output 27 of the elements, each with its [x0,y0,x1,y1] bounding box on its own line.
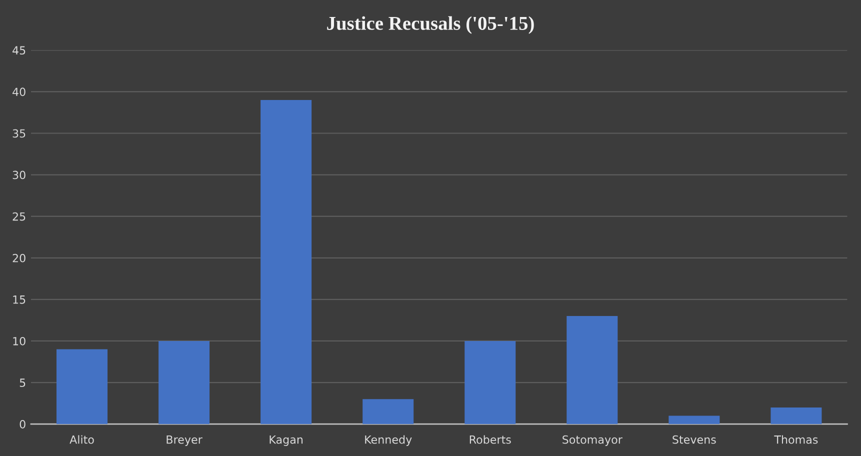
bar [770,407,822,424]
bar [464,340,516,424]
bar [362,399,414,424]
y-tick-label: 40 [12,88,26,96]
y-tick-label: 25 [12,212,26,221]
x-tick-label: Alito [70,435,94,444]
y-tick-label: 0 [20,420,26,428]
x-tick-label: Sotomayor [562,435,622,446]
bar [56,349,108,424]
bar [260,100,312,424]
y-tick-label: 10 [13,336,26,346]
bar [158,340,210,424]
y-tick-label: 30 [12,170,26,180]
chart-title: Justice Recusals ('05-'15) [327,16,534,34]
bar [668,416,720,424]
y-tick-label: 35 [12,129,26,138]
y-tick-label: 5 [20,378,26,387]
x-tick-label: Kagan [270,436,303,446]
bar [566,316,618,424]
y-tick-label: 20 [12,254,26,262]
y-tick-label: 45 [12,46,26,55]
x-tick-label: Kennedy [365,435,412,446]
x-tick-label: Roberts [470,435,511,444]
x-tick-label: Stevens [672,435,716,444]
y-tick-label: 15 [13,296,26,304]
x-tick-label: Thomas [774,435,818,444]
x-tick-label: Breyer [166,436,202,446]
